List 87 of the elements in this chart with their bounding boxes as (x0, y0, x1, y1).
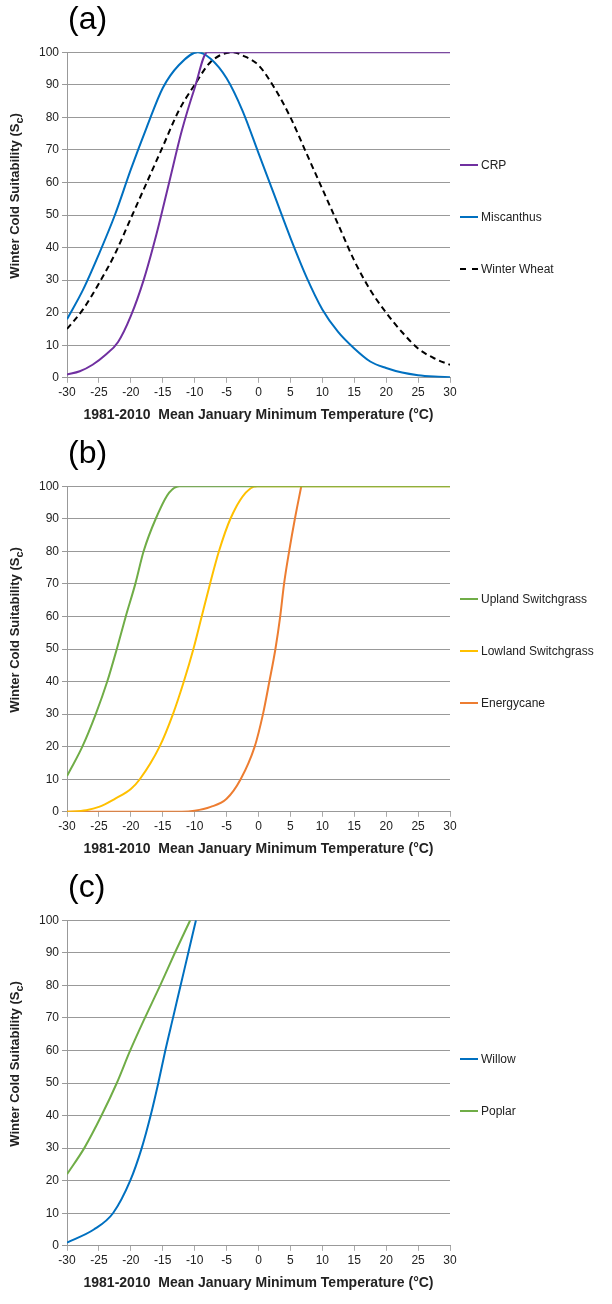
y-tick-label: 20 (45, 304, 60, 319)
x-tick-label: 5 (287, 385, 295, 400)
y-tick-label: 10 (45, 1205, 60, 1220)
x-tick-label: 5 (287, 819, 295, 834)
y-tick-label: 90 (45, 511, 60, 526)
legend-label: Poplar (481, 1104, 516, 1118)
x-tick-label: 20 (379, 1253, 394, 1268)
y-tick-label: 60 (45, 608, 60, 623)
y-tick-label: 40 (45, 673, 60, 688)
x-tick-label: -15 (154, 1253, 172, 1268)
x-tick-label: 10 (315, 385, 330, 400)
y-tick-label: 10 (45, 771, 60, 786)
x-tick-label: 10 (315, 819, 330, 834)
x-tick-label: 15 (347, 385, 362, 400)
y-tick-label: 90 (45, 77, 60, 92)
x-axis-title: 1981-2010 Mean January Minimum Temperature (°C) (83, 406, 434, 423)
x-tick-label: -25 (90, 819, 108, 834)
x-tick-label: 25 (411, 819, 426, 834)
x-tick-label: 20 (379, 819, 394, 834)
chart-title: (c) (68, 868, 106, 905)
y-tick-label: 30 (45, 272, 60, 287)
x-tick-label: -25 (90, 385, 108, 400)
y-tick-label: 100 (38, 912, 60, 927)
x-tick-label: 25 (411, 1253, 426, 1268)
x-tick-label: -25 (90, 1253, 108, 1268)
y-tick-label: 20 (45, 1172, 60, 1187)
legend-label: Lowland Switchgrass (481, 644, 594, 658)
y-tick-label: 80 (45, 109, 60, 124)
x-tick-label: 0 (255, 1253, 263, 1268)
x-tick-label: 30 (443, 385, 457, 400)
x-tick-label: 5 (287, 1253, 295, 1268)
y-tick-label: 100 (38, 44, 60, 59)
chart-title: (a) (68, 0, 108, 37)
y-tick-label: 70 (45, 1010, 60, 1025)
y-tick-label: 70 (45, 576, 60, 591)
x-tick-label: 0 (255, 385, 263, 400)
x-tick-label: 10 (315, 1253, 330, 1268)
y-tick-label: 40 (45, 1107, 60, 1122)
y-tick-label: 0 (52, 370, 60, 385)
x-tick-label: -10 (186, 819, 204, 834)
y-tick-label: 0 (52, 804, 60, 819)
legend-label: Energycane (481, 696, 546, 710)
line-series (67, 920, 192, 1176)
x-tick-label: -30 (58, 385, 77, 400)
y-tick-label: 60 (45, 1042, 60, 1057)
y-tick-label: 90 (45, 945, 60, 960)
y-tick-label: 60 (45, 174, 60, 189)
x-tick-label: -15 (154, 819, 172, 834)
y-tick-label: 10 (45, 337, 60, 352)
x-tick-label: -10 (186, 385, 204, 400)
x-tick-label: -15 (154, 385, 172, 400)
y-tick-label: 40 (45, 239, 60, 254)
x-tick-label: 15 (347, 1253, 362, 1268)
y-tick-label: 50 (45, 1075, 60, 1090)
legend-label: Upland Switchgrass (481, 592, 588, 606)
chart-title: (b) (68, 434, 108, 471)
x-tick-label: -5 (221, 385, 233, 400)
x-tick-label: -5 (221, 819, 233, 834)
x-tick-label: -20 (122, 819, 140, 834)
x-tick-label: -5 (221, 1253, 233, 1268)
x-tick-label: -20 (122, 385, 140, 400)
x-tick-label: -30 (58, 1253, 77, 1268)
x-tick-label: 30 (443, 819, 457, 834)
legend-label: Winter Wheat (481, 262, 554, 276)
x-axis-title: 1981-2010 Mean January Minimum Temperature (°C) (83, 1274, 434, 1291)
x-tick-label: -10 (186, 1253, 204, 1268)
y-tick-label: 80 (45, 977, 60, 992)
y-tick-label: 30 (45, 706, 60, 721)
x-tick-label: 20 (379, 385, 394, 400)
legend-label: CRP (481, 158, 507, 172)
y-tick-label: 100 (38, 478, 60, 493)
x-tick-label: 15 (347, 819, 362, 834)
y-tick-label: 0 (52, 1238, 60, 1253)
y-tick-label: 30 (45, 1140, 60, 1155)
x-axis-title: 1981-2010 Mean January Minimum Temperature (°C) (83, 840, 434, 857)
x-tick-label: -30 (58, 819, 77, 834)
legend-label: Willow (481, 1052, 516, 1066)
y-tick-label: 80 (45, 543, 60, 558)
x-tick-label: -20 (122, 1253, 140, 1268)
x-tick-label: 25 (411, 385, 426, 400)
y-tick-label: 50 (45, 641, 60, 656)
y-tick-label: 50 (45, 207, 60, 222)
x-tick-label: 0 (255, 819, 263, 834)
y-tick-label: 70 (45, 142, 60, 157)
x-tick-label: 30 (443, 1253, 457, 1268)
y-tick-label: 20 (45, 738, 60, 753)
legend-label: Miscanthus (481, 210, 542, 224)
